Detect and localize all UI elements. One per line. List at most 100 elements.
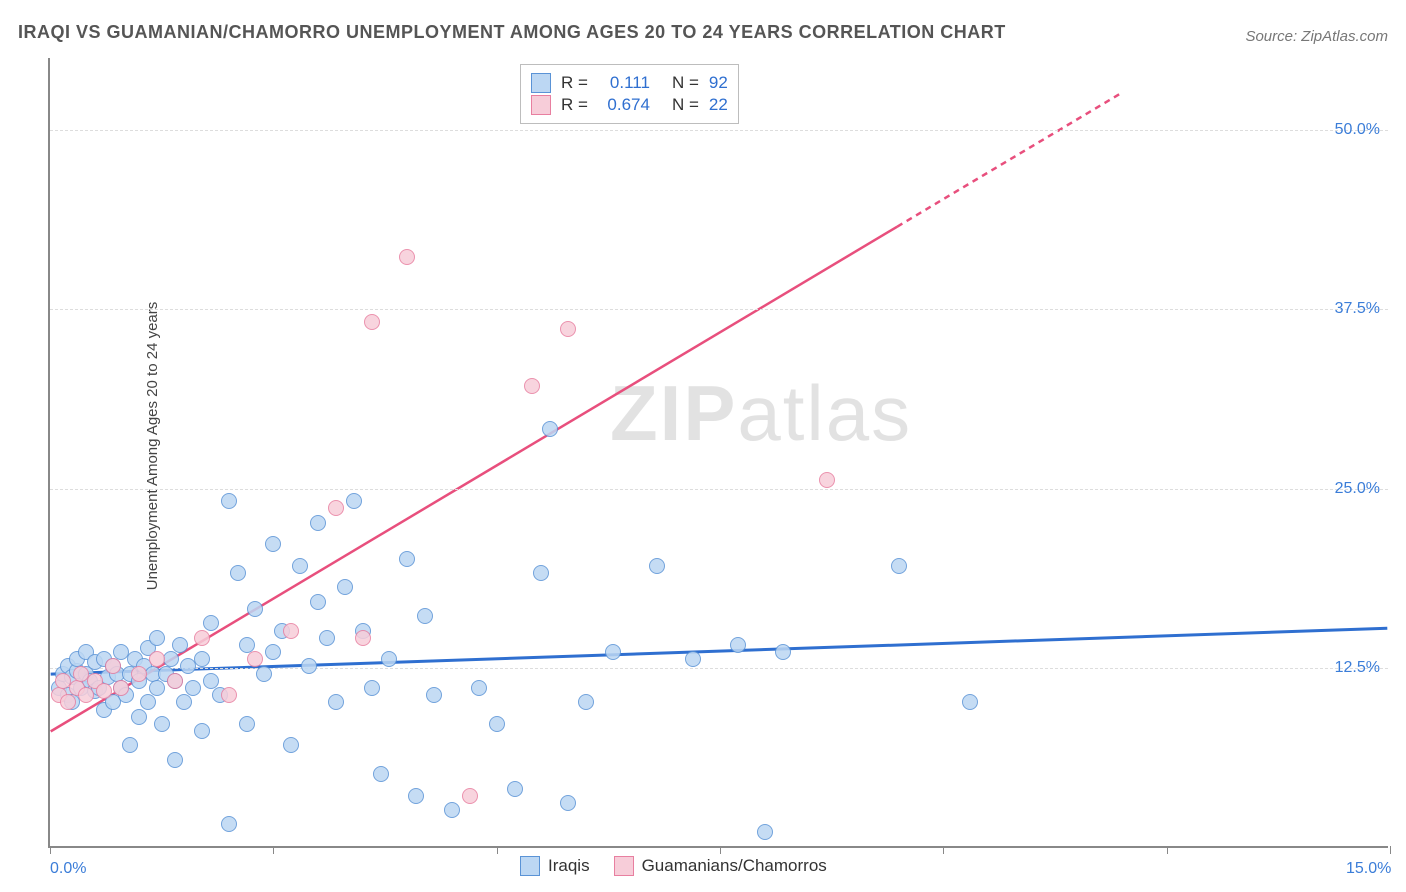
y-tick-label: 12.5% [1335,659,1380,677]
gridline [50,309,1388,310]
scatter-point [337,579,353,595]
scatter-point [131,666,147,682]
r-label: R = [561,95,588,115]
scatter-point [578,694,594,710]
x-tick-label: 15.0% [1346,860,1391,878]
scatter-point [507,781,523,797]
r-value: 0.111 [598,73,650,93]
scatter-point [221,493,237,509]
n-label: N = [672,95,699,115]
scatter-point [96,683,112,699]
scatter-point [649,558,665,574]
scatter-point [408,788,424,804]
scatter-point [560,795,576,811]
scatter-point [962,694,978,710]
legend-item: Iraqis [520,856,590,876]
scatter-point [426,687,442,703]
r-label: R = [561,73,588,93]
scatter-point [239,637,255,653]
scatter-point [149,651,165,667]
scatter-point [283,623,299,639]
x-tick [1167,846,1168,854]
scatter-point [542,421,558,437]
scatter-point [471,680,487,696]
scatter-point [730,637,746,653]
scatter-point [172,637,188,653]
scatter-point [381,651,397,667]
series-swatch [531,73,551,93]
scatter-point [775,644,791,660]
scatter-point [154,716,170,732]
legend-item: Guamanians/Chamorros [614,856,827,876]
x-tick [1390,846,1391,854]
scatter-point [256,666,272,682]
x-tick [497,846,498,854]
x-tick [943,846,944,854]
scatter-point [605,644,621,660]
chart-title: IRAQI VS GUAMANIAN/CHAMORRO UNEMPLOYMENT… [18,22,1006,43]
scatter-point [364,314,380,330]
scatter-point [328,694,344,710]
plot-area: ZIPatlas 12.5%25.0%37.5%50.0%0.0%15.0%R … [48,58,1388,848]
scatter-point [149,630,165,646]
scatter-point [185,680,201,696]
series-swatch [531,95,551,115]
y-tick-label: 50.0% [1335,121,1380,139]
scatter-point [221,816,237,832]
scatter-point [319,630,335,646]
scatter-point [113,680,129,696]
scatter-point [221,687,237,703]
scatter-point [122,737,138,753]
n-label: N = [672,73,699,93]
legend-label: Iraqis [548,856,590,876]
gridline [50,489,1388,490]
scatter-point [560,321,576,337]
scatter-point [247,601,263,617]
scatter-point [489,716,505,732]
scatter-point [399,551,415,567]
scatter-point [176,694,192,710]
scatter-point [203,673,219,689]
correlation-row: R = 0.674 N = 22 [531,95,728,115]
scatter-point [194,651,210,667]
x-tick [720,846,721,854]
correlation-legend: R =0.111N =92R =0.674N =22 [520,64,739,124]
scatter-point [819,472,835,488]
scatter-point [230,565,246,581]
scatter-point [364,680,380,696]
n-value: 22 [709,95,728,115]
scatter-point [685,651,701,667]
scatter-point [78,687,94,703]
scatter-point [265,536,281,552]
scatter-point [328,500,344,516]
scatter-point [355,630,371,646]
scatter-point [194,630,210,646]
scatter-point [140,694,156,710]
scatter-point [310,515,326,531]
source-attribution: Source: ZipAtlas.com [1245,28,1388,45]
scatter-point [239,716,255,732]
x-tick-label: 0.0% [50,860,86,878]
scatter-point [301,658,317,674]
scatter-point [757,824,773,840]
scatter-point [399,249,415,265]
scatter-point [149,680,165,696]
scatter-point [247,651,263,667]
scatter-point [105,658,121,674]
scatter-point [194,723,210,739]
r-value: 0.674 [598,95,650,115]
gridline [50,668,1388,669]
scatter-point [444,802,460,818]
scatter-point [203,615,219,631]
scatter-point [310,594,326,610]
scatter-point [167,673,183,689]
gridline [50,130,1388,131]
y-tick-label: 25.0% [1335,480,1380,498]
scatter-point [60,694,76,710]
scatter-point [265,644,281,660]
scatter-point [346,493,362,509]
scatter-point [131,709,147,725]
series-legend: Iraqis Guamanians/Chamorros [520,856,827,876]
scatter-point [292,558,308,574]
scatter-point [891,558,907,574]
